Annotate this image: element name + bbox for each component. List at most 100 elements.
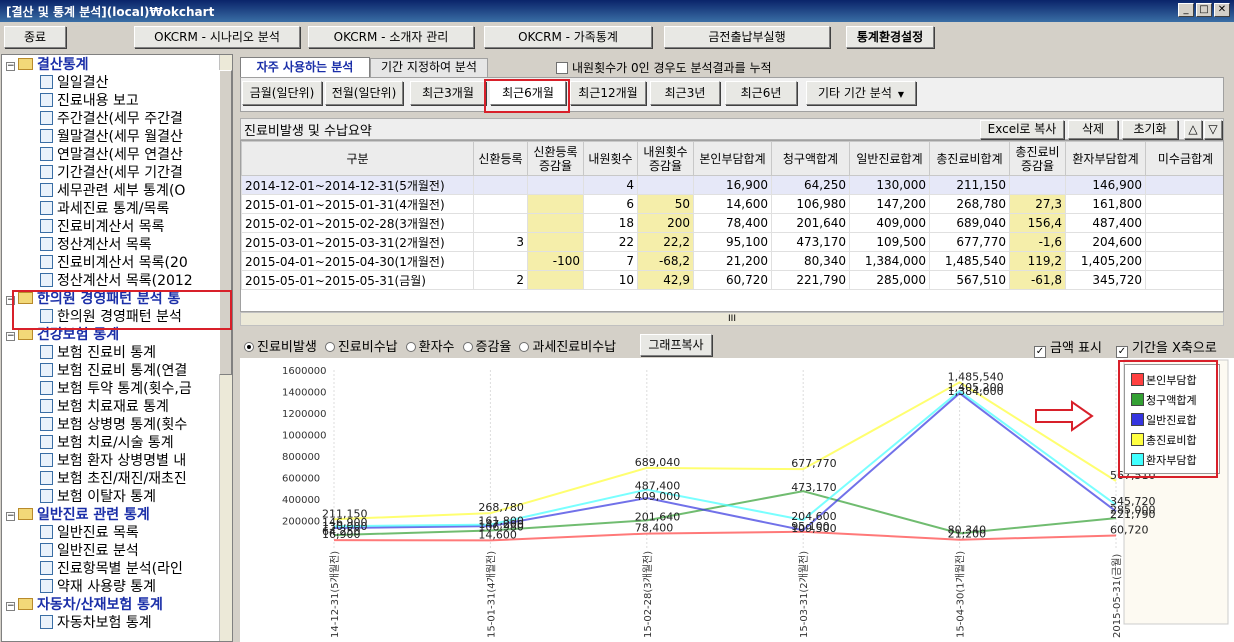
accumulate-checkbox[interactable]: 내원횟수가 0인 경우도 분석결과를 누적	[556, 59, 856, 77]
period-button-6months[interactable]: 최근6개월	[490, 81, 566, 105]
reset-button[interactable]: 초기화	[1122, 120, 1178, 139]
collapse-icon[interactable]: −	[6, 511, 15, 521]
tree-item[interactable]: 일반진료 목록	[40, 524, 139, 542]
tree-item[interactable]: 정산계산서 목록	[40, 236, 152, 254]
column-header[interactable]: 신환등록	[473, 141, 528, 176]
amount-display-check-box[interactable]: ✓	[1034, 346, 1046, 358]
column-header[interactable]: 신환등록 증감율	[527, 141, 584, 176]
tree-item[interactable]: 과세진료 통계/목록	[40, 200, 169, 218]
minimize-button[interactable]: _	[1178, 3, 1194, 17]
tree-item[interactable]: 약재 사용량 통계	[40, 578, 156, 596]
tree-item[interactable]: 일일결산	[40, 74, 109, 92]
chart-radio-option[interactable]: 환자수	[405, 340, 455, 355]
tree-item[interactable]: 한의원 경영패턴 분석	[40, 308, 182, 326]
tab-frequent[interactable]: 자주 사용하는 분석	[240, 57, 370, 77]
family-stats-button[interactable]: OKCRM - 가족통계	[484, 26, 652, 48]
column-header[interactable]: 총진료비 증감율	[1009, 141, 1066, 176]
radio-button[interactable]	[462, 342, 473, 352]
tree-item[interactable]: 보험 진료비 통계(연결	[40, 362, 187, 380]
tree-item[interactable]: 진료항목별 분석(라인	[40, 560, 183, 578]
period-button-this-month[interactable]: 금월(일단위)	[242, 81, 322, 105]
tree-item[interactable]: 보험 진료비 통계	[40, 344, 156, 362]
tree-category[interactable]: − 결산통계	[6, 56, 89, 74]
table-row[interactable]: 2015-03-01~2015-03-31(2개월전) 3 22 22,2 95,100…	[241, 232, 1223, 252]
delete-button[interactable]: 삭제	[1068, 120, 1118, 139]
cashbook-button[interactable]: 금전출납부실행	[664, 26, 830, 48]
tree-item[interactable]: 보험 치료재료 통계	[40, 398, 169, 416]
column-header[interactable]: 미수금합계	[1145, 141, 1223, 176]
collapse-icon[interactable]: −	[6, 601, 15, 611]
tree-item[interactable]: 진료비계산서 목록(20	[40, 254, 188, 272]
period-xaxis-checkbox[interactable]: ✓ 기간을 X축으로	[1116, 337, 1217, 358]
radio-button[interactable]	[244, 342, 254, 352]
summary-grid[interactable]: 구분 신환등록 신환등록 증감율 내원횟수 내원횟수 증감율 본인부담합계 청구액합계 일반진…	[240, 140, 1224, 312]
report-tree[interactable]: − 결산통계 일일결산 진료내용 보고 주간결산(세무 주간결 월말결산(세무 월결산 연말…	[1, 54, 233, 642]
grid-hscrollbar[interactable]: III	[240, 312, 1224, 326]
move-down-button[interactable]: ▽	[1204, 120, 1222, 139]
column-header[interactable]: 총진료비합계	[929, 141, 1010, 176]
column-header[interactable]: 일반진료합계	[849, 141, 930, 176]
amount-display-checkbox[interactable]: ✓ 금액 표시	[1034, 337, 1102, 358]
tree-scroll-thumb[interactable]	[219, 70, 232, 375]
table-row[interactable]: 2014-12-01~2014-12-31(5개월전) 4 16,900 64,250…	[241, 175, 1223, 195]
column-header[interactable]: 구분	[241, 141, 474, 176]
chart-radio-option[interactable]: 증감율	[462, 340, 511, 355]
column-header[interactable]: 내원횟수 증감율	[637, 141, 694, 176]
tree-item[interactable]: 보험 상병명 통계(횟수	[40, 416, 187, 434]
table-row[interactable]: 2015-01-01~2015-01-31(4개월전) 6 50 14,600 106,…	[241, 194, 1223, 214]
tree-item[interactable]: 세무관련 세부 통계(O	[40, 182, 185, 200]
stats-settings-button[interactable]: 통계환경설정	[846, 26, 934, 48]
tree-item[interactable]: 정산계산서 목록(2012	[40, 272, 193, 290]
tree-category[interactable]: − 자동차/산재보험 통계	[6, 596, 163, 614]
table-row[interactable]: 2015-04-01~2015-04-30(1개월전) -100 7 -68,2 21,…	[241, 251, 1223, 271]
excel-copy-button[interactable]: Excel로 복사	[980, 120, 1064, 139]
tree-item[interactable]: 진료내용 보고	[40, 92, 139, 110]
graph-copy-button[interactable]: 그래프복사	[640, 334, 712, 356]
chart-radio-option[interactable]: 진료비발생	[244, 340, 317, 355]
tab-period[interactable]: 기간 지정하여 분석	[370, 58, 488, 77]
radio-button[interactable]	[405, 342, 416, 352]
close-button[interactable]: ✕	[1214, 3, 1230, 17]
tree-item[interactable]: 주간결산(세무 주간결	[40, 110, 183, 128]
column-header[interactable]: 청구액합계	[771, 141, 850, 176]
accumulate-check-box[interactable]	[556, 62, 568, 74]
scenario-analysis-button[interactable]: OKCRM - 시나리오 분석	[134, 26, 300, 48]
column-header[interactable]: 환자부담합계	[1065, 141, 1146, 176]
tree-item[interactable]: 연말결산(세무 연결산	[40, 146, 183, 164]
radio-button[interactable]	[324, 342, 335, 352]
tree-item[interactable]: 보험 환자 상병명별 내	[40, 452, 186, 470]
exit-button[interactable]: 종료	[4, 26, 66, 48]
collapse-icon[interactable]: −	[6, 61, 15, 71]
table-row[interactable]: 2015-05-01~2015-05-31(금월) 2 10 42,9 60,720 22…	[241, 270, 1223, 290]
tree-item[interactable]: 진료비계산서 목록	[40, 218, 165, 236]
tree-item[interactable]: 보험 투약 통계(횟수,금	[40, 380, 192, 398]
maximize-button[interactable]: □	[1196, 3, 1212, 17]
chart-radio-option[interactable]: 진료비수납	[324, 340, 398, 355]
period-button-last-month[interactable]: 전월(일단위)	[325, 81, 403, 105]
column-header[interactable]: 내원횟수	[583, 141, 638, 176]
tree-category[interactable]: − 일반진료 관련 통계	[6, 506, 150, 524]
tree-category[interactable]: − 건강보험 통계	[6, 326, 119, 344]
tree-item[interactable]: 일반진료 분석	[40, 542, 139, 560]
referrer-management-button[interactable]: OKCRM - 소개자 관리	[308, 26, 474, 48]
period-xaxis-check-box[interactable]: ✓	[1116, 346, 1128, 358]
move-up-button[interactable]: △	[1184, 120, 1202, 139]
collapse-icon[interactable]: −	[6, 331, 15, 341]
period-button-6years[interactable]: 최근6년	[725, 81, 797, 105]
period-button-12months[interactable]: 최근12개월	[570, 81, 646, 105]
column-header[interactable]: 본인부담합계	[693, 141, 772, 176]
tree-item[interactable]: 자동차보험 통계	[40, 614, 152, 632]
tree-category[interactable]: − 한의원 경영패턴 분석 통	[6, 290, 180, 308]
period-button-other[interactable]: 기타 기간 분석 ▼	[806, 81, 916, 105]
collapse-icon[interactable]: −	[6, 295, 15, 305]
table-row[interactable]: 2015-02-01~2015-02-28(3개월전) 18 200 78,400 20…	[241, 213, 1223, 233]
chart-radio-option[interactable]: 과세진료비수납	[519, 340, 616, 355]
period-button-3months[interactable]: 최근3개월	[410, 81, 486, 105]
tree-item[interactable]: 기간결산(세무 기간결	[40, 164, 183, 182]
tree-item[interactable]: 보험 이탈자 통계	[40, 488, 156, 506]
tree-item[interactable]: 월말결산(세무 월결산	[40, 128, 183, 146]
period-button-3years[interactable]: 최근3년	[650, 81, 720, 105]
tree-item[interactable]: 보험 치료/시술 통계	[40, 434, 174, 452]
tree-item[interactable]: 보험 초진/재진/재초진	[40, 470, 187, 488]
radio-button[interactable]	[519, 342, 530, 352]
